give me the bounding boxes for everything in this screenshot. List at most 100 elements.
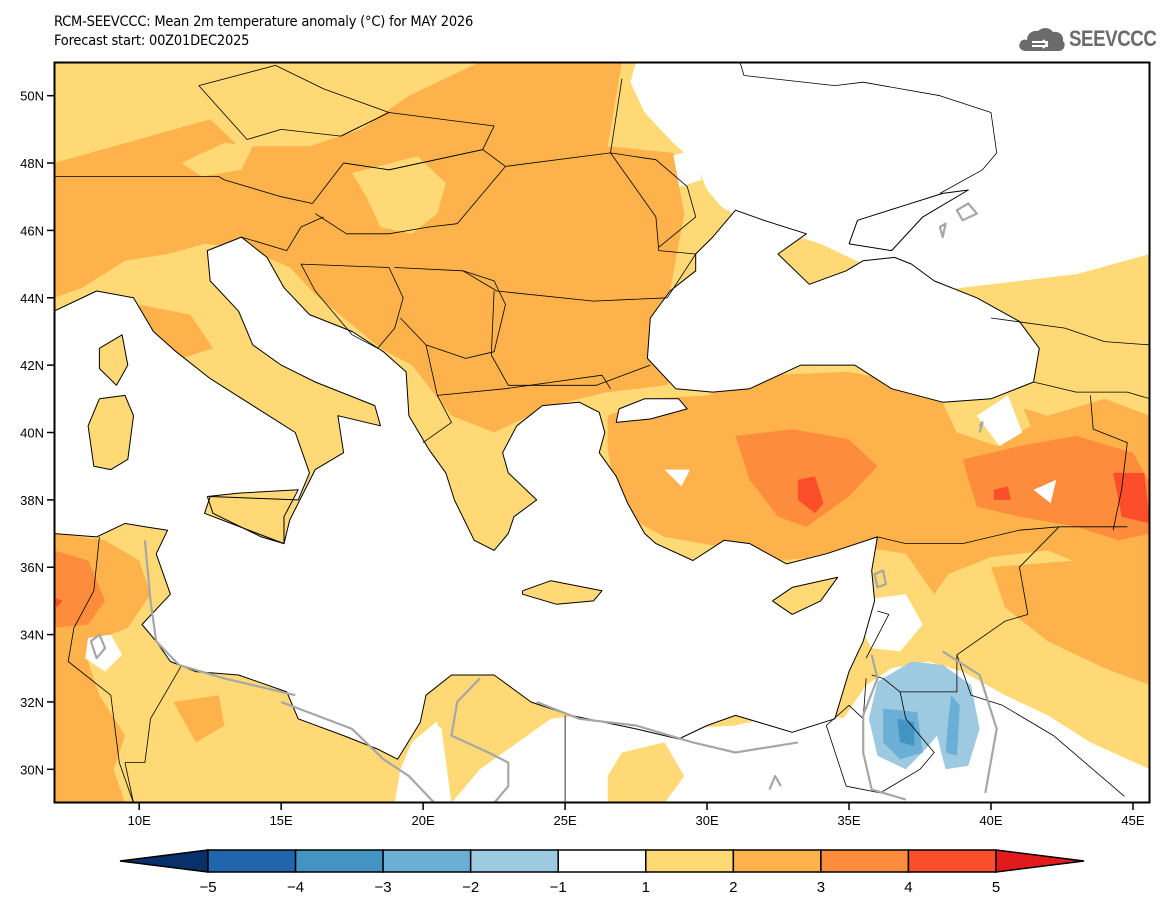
zero-contour-jordan-east <box>942 650 998 794</box>
coastline-3 <box>615 398 688 423</box>
logo-text: SEEVCCC <box>1069 26 1157 51</box>
colorbar-label: 4 <box>904 879 912 896</box>
zero-contour-libya-a <box>280 700 436 802</box>
coastline-0 <box>55 236 878 760</box>
field-class-neutral-erzurum <box>976 395 1023 446</box>
border-21 <box>825 678 867 787</box>
colorbar-segment <box>907 849 997 873</box>
field-class-4-5-central-anatolia <box>797 476 824 514</box>
title-line-2: Forecast start: 00Z01DEC2025 <box>54 33 250 49</box>
border-6 <box>394 267 506 359</box>
colorbar-label: −5 <box>199 879 216 896</box>
field-class-3-4-east-turkey <box>962 435 1149 541</box>
x-tick-label: 40E <box>979 813 1002 828</box>
y-tick-label: 46N <box>20 223 44 238</box>
zero-contours <box>89 202 998 802</box>
colorbar-segment <box>732 849 822 873</box>
coastline-2 <box>848 189 969 252</box>
sea-mask-2 <box>849 190 969 251</box>
border-24 <box>67 536 134 802</box>
colorbar-segment <box>820 849 910 873</box>
border-18 <box>865 610 890 659</box>
x-tick-label: 30E <box>695 813 718 828</box>
x-tick-label: 35E <box>837 813 860 828</box>
field-class-neutral-tunisia <box>85 634 123 672</box>
zero-contour-egypt <box>536 700 799 754</box>
colorbar-extend-high <box>995 849 1085 873</box>
chart-title: RCM-SEEVCCC: Mean 2m temperature anomaly… <box>54 13 473 51</box>
island-coast-0 <box>87 394 134 471</box>
border-12 <box>739 63 998 194</box>
border-4 <box>241 216 324 251</box>
island-4 <box>772 577 838 615</box>
field-class-neutral-ukraine <box>630 63 1149 291</box>
island-2 <box>207 489 299 544</box>
zero-contour-libya-b <box>450 677 510 802</box>
y-tick-label: 32N <box>20 695 44 710</box>
border-11 <box>610 78 697 248</box>
y-tick-label: 42N <box>20 358 44 373</box>
field-class-2-3-libya <box>173 695 225 743</box>
colorbar-extend-low <box>119 849 209 873</box>
border-7 <box>462 152 697 302</box>
border-19 <box>956 654 1125 797</box>
field-class-neutral-east-turkey <box>1033 479 1057 504</box>
zero-contour-tunisia-ring <box>89 633 107 660</box>
zero-contour-russia-a <box>955 202 978 222</box>
sea-mask-1 <box>647 210 1040 403</box>
field-class-3-4-central-anatolia <box>735 429 878 527</box>
zero-contour-sinai <box>768 775 782 790</box>
border-23 <box>124 664 183 802</box>
sea-mask-0 <box>55 237 878 760</box>
anomaly-field <box>55 63 1149 802</box>
y-tick-label: 48N <box>20 156 44 171</box>
zero-contour-russia-b <box>938 222 947 239</box>
seevccc-logo: SEEVCCC <box>1018 24 1165 54</box>
field-class-1-2-egypt-west <box>607 742 685 802</box>
field-class-neutral-libya <box>394 718 452 802</box>
colorbar-segment <box>382 849 472 873</box>
colorbar-label: −3 <box>375 879 392 896</box>
field-class-4-5-algeria <box>55 597 63 608</box>
colorbar-segment <box>294 849 384 873</box>
colorbar: −5 −4 −3 −2 −1 1 2 3 4 5 <box>119 849 1085 896</box>
border-14 <box>1033 381 1149 399</box>
island-coast-3 <box>522 580 603 605</box>
border-20 <box>846 691 935 794</box>
island-coast-2 <box>206 489 299 545</box>
colorbar-label: 1 <box>642 879 650 896</box>
x-tick-label: 10E <box>128 813 151 828</box>
cloud-logo-icon <box>1019 28 1065 51</box>
border-15 <box>1090 395 1128 531</box>
colorbar-segment <box>469 849 559 873</box>
y-tick-label: 36N <box>20 560 44 575</box>
field-class-2-3-iraq <box>991 560 1149 685</box>
x-tick-label: 45E <box>1121 813 1144 828</box>
y-tick-label: 38N <box>20 493 44 508</box>
y-tick-label: 44N <box>20 291 44 306</box>
field-class-1-2-bavaria <box>181 142 253 177</box>
border-10 <box>437 374 611 396</box>
border-0 <box>55 176 313 204</box>
colorbar-segment <box>645 849 735 873</box>
sea-mask-3 <box>616 398 688 423</box>
x-tick-label: 20E <box>412 813 435 828</box>
field-class-3-4-algeria <box>55 550 106 628</box>
border-3 <box>312 149 506 235</box>
border-16 <box>877 526 1128 544</box>
border-13 <box>990 317 1149 346</box>
title-line-1: RCM-SEEVCCC: Mean 2m temperature anomaly… <box>54 14 474 30</box>
island-3 <box>522 580 602 605</box>
zero-contour-jordan-west <box>862 654 907 801</box>
field-class-minus3-minus2-arabia <box>945 695 960 756</box>
zero-contour-erzurum <box>978 421 984 433</box>
colorbar-segment <box>207 849 297 873</box>
zero-contour-tunisia <box>143 540 296 697</box>
y-tick-label: 34N <box>20 628 44 643</box>
colorbar-segment <box>557 849 647 873</box>
border-9 <box>422 344 452 443</box>
colorbar-label: −2 <box>462 879 479 896</box>
coastline-1 <box>646 209 1040 403</box>
y-tick-label: 50N <box>20 89 44 104</box>
